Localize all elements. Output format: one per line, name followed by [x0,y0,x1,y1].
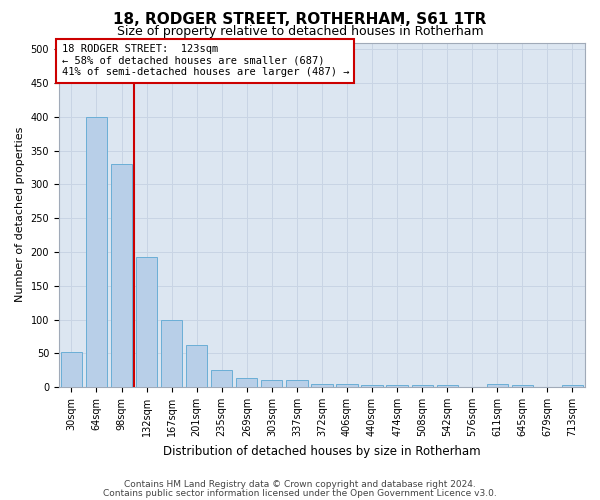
Bar [337,384,358,387]
Y-axis label: Number of detached properties: Number of detached properties [15,127,25,302]
Bar [111,164,132,387]
Text: Size of property relative to detached houses in Rotherham: Size of property relative to detached ho… [116,25,484,38]
Bar [437,385,458,387]
Bar [487,384,508,387]
Bar [562,385,583,387]
Text: Contains HM Land Registry data © Crown copyright and database right 2024.: Contains HM Land Registry data © Crown c… [124,480,476,489]
Bar [211,370,232,387]
Bar [236,378,257,387]
Bar [311,384,332,387]
Bar [261,380,283,387]
Text: Contains public sector information licensed under the Open Government Licence v3: Contains public sector information licen… [103,489,497,498]
Bar [161,320,182,387]
Bar [286,380,308,387]
Bar [412,385,433,387]
X-axis label: Distribution of detached houses by size in Rotherham: Distribution of detached houses by size … [163,444,481,458]
Text: 18 RODGER STREET:  123sqm
← 58% of detached houses are smaller (687)
41% of semi: 18 RODGER STREET: 123sqm ← 58% of detach… [62,44,349,78]
Bar [136,258,157,387]
Bar [386,385,408,387]
Bar [186,344,208,387]
Bar [86,117,107,387]
Bar [512,385,533,387]
Text: 18, RODGER STREET, ROTHERHAM, S61 1TR: 18, RODGER STREET, ROTHERHAM, S61 1TR [113,12,487,28]
Bar [61,352,82,387]
Bar [361,385,383,387]
